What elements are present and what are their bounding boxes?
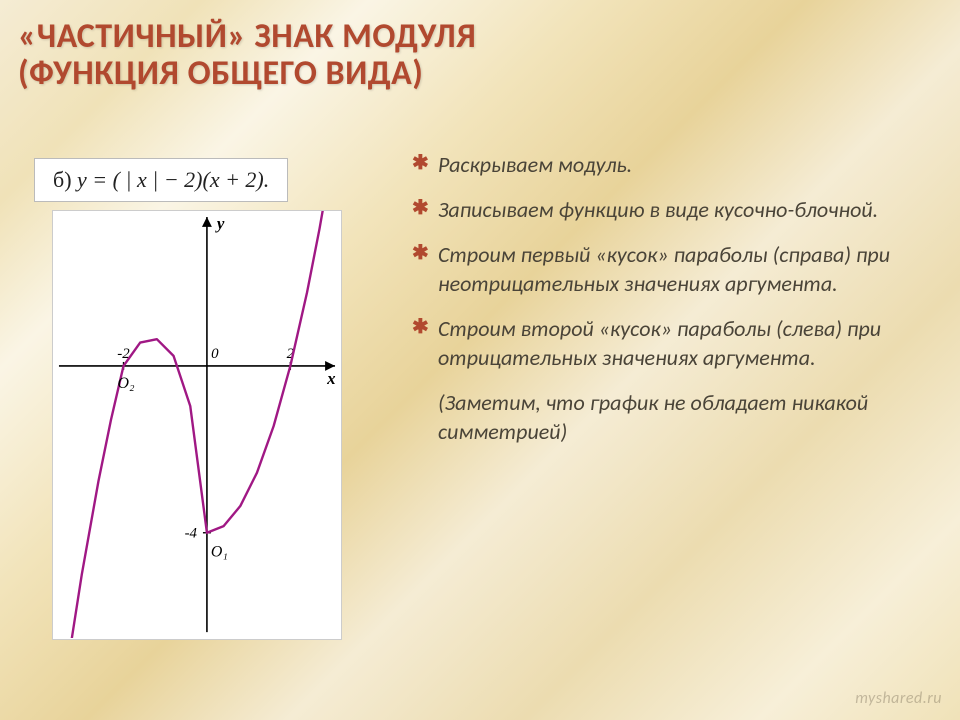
bullet-text: Строим второй «кусок» параболы (слева) п… bbox=[438, 314, 912, 372]
title-line-1: «ЧАСТИЧНЫЙ» ЗНАК МОДУЛЯ bbox=[18, 16, 476, 57]
svg-text:x: x bbox=[326, 369, 336, 388]
bullet-item: ✱ Строим первый «кусок» параболы (справа… bbox=[412, 240, 912, 298]
bullet-marker-icon: ✱ bbox=[412, 195, 438, 224]
formula-body: y = ( | x | − 2)(x + 2). bbox=[77, 167, 269, 192]
watermark: myshared.ru bbox=[855, 689, 942, 708]
formula-box: б) y = ( | x | − 2)(x + 2). bbox=[34, 158, 288, 202]
slide: «ЧАСТИЧНЫЙ» ЗНАК МОДУЛЯ (ФУНКЦИЯ ОБЩЕГО … bbox=[0, 0, 960, 720]
formula-prefix: б) bbox=[53, 167, 77, 192]
bullet-marker-icon: ✱ bbox=[412, 150, 438, 179]
bullet-text: Раскрываем модуль. bbox=[438, 150, 912, 179]
bullet-item: ✱ Записываем функцию в виде кусочно-блоч… bbox=[412, 195, 912, 224]
left-column: б) y = ( | x | − 2)(x + 2). -202-4xyO₂O₁ bbox=[0, 140, 400, 660]
bullet-marker-icon: ✱ bbox=[412, 314, 438, 372]
bullet-marker-icon: ✱ bbox=[412, 240, 438, 298]
svg-text:-4: -4 bbox=[185, 526, 198, 542]
note-text: (Заметим, что график не обладает никакой… bbox=[438, 388, 912, 446]
right-column: ✱ Раскрываем модуль. ✱ Записываем функци… bbox=[400, 140, 960, 660]
bullet-text: Строим первый «кусок» параболы (справа) … bbox=[438, 240, 912, 298]
bullet-item: ✱ Строим второй «кусок» параболы (слева)… bbox=[412, 314, 912, 372]
graph-box: -202-4xyO₂O₁ bbox=[52, 210, 342, 640]
content-area: б) y = ( | x | − 2)(x + 2). -202-4xyO₂O₁… bbox=[0, 140, 960, 660]
svg-text:0: 0 bbox=[211, 346, 219, 362]
svg-text:O₂: O₂ bbox=[118, 375, 135, 392]
bullet-text: Записываем функцию в виде кусочно-блочно… bbox=[438, 195, 912, 224]
svg-text:O₁: O₁ bbox=[211, 544, 228, 561]
svg-text:y: y bbox=[215, 214, 225, 233]
bullet-item: ✱ Раскрываем модуль. bbox=[412, 150, 912, 179]
graph-svg: -202-4xyO₂O₁ bbox=[53, 211, 341, 638]
title-line-2: (ФУНКЦИЯ ОБЩЕГО ВИДА) bbox=[18, 53, 423, 94]
title-block: «ЧАСТИЧНЫЙ» ЗНАК МОДУЛЯ (ФУНКЦИЯ ОБЩЕГО … bbox=[18, 18, 942, 93]
slide-title: «ЧАСТИЧНЫЙ» ЗНАК МОДУЛЯ (ФУНКЦИЯ ОБЩЕГО … bbox=[18, 18, 942, 93]
